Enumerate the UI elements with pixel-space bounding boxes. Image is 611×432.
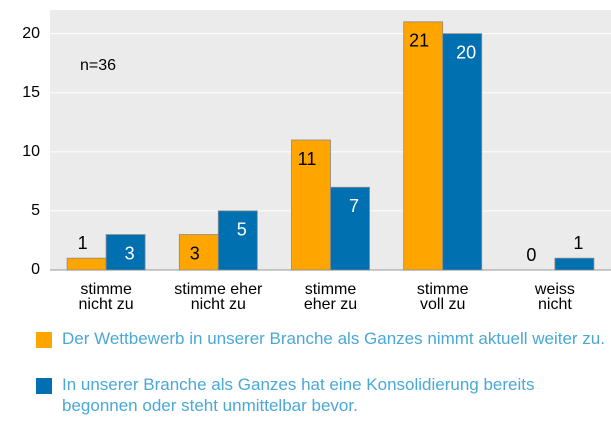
data-label: 20 bbox=[456, 42, 476, 62]
data-label: 5 bbox=[237, 220, 247, 240]
data-label: 1 bbox=[78, 233, 88, 253]
legend-swatch bbox=[36, 332, 52, 348]
x-tick-line: nicht zu bbox=[79, 296, 134, 313]
data-label: 0 bbox=[526, 245, 536, 265]
y-tick-label: 20 bbox=[22, 25, 40, 42]
y-tick-label: 15 bbox=[22, 84, 40, 101]
x-tick-line: nicht zu bbox=[191, 296, 246, 313]
legend-swatch bbox=[36, 378, 52, 394]
x-tick-label: weiss nicht bbox=[534, 281, 575, 313]
x-tick-line: eher zu bbox=[304, 296, 357, 313]
bar bbox=[66, 257, 107, 271]
y-tick-label: 5 bbox=[31, 202, 40, 219]
x-tick-line: nicht bbox=[538, 296, 572, 313]
x-tick-label: stimme nicht zu bbox=[79, 281, 134, 313]
x-tick-label: stimme voll zu bbox=[417, 281, 469, 313]
bar bbox=[554, 257, 595, 271]
bar bbox=[442, 33, 483, 271]
bar bbox=[105, 234, 146, 271]
x-tick-line: weiss bbox=[534, 281, 575, 298]
y-tick-label: 0 bbox=[31, 261, 40, 278]
x-tick-line: stimme bbox=[305, 281, 357, 298]
data-label: 11 bbox=[298, 149, 317, 169]
y-tick-label: 10 bbox=[22, 143, 40, 160]
data-label: 1 bbox=[573, 233, 583, 253]
x-tick-label: stimme eher zu bbox=[304, 281, 357, 313]
legend-item: Der Wettbewerb in unserer Branche als Ga… bbox=[36, 328, 606, 349]
bar bbox=[330, 186, 370, 271]
legend-label: Der Wettbewerb in unserer Branche als Ga… bbox=[62, 329, 605, 348]
bar bbox=[217, 210, 258, 271]
x-tick-line: voll zu bbox=[420, 296, 465, 313]
data-label: 3 bbox=[190, 243, 200, 263]
x-tick-line: stimme eher bbox=[174, 281, 263, 298]
data-label: 21 bbox=[409, 31, 429, 51]
x-tick-label: stimme eher nicht zu bbox=[174, 281, 263, 313]
bar bbox=[403, 21, 444, 271]
x-tick-line: stimme bbox=[417, 281, 469, 298]
data-label: 7 bbox=[349, 196, 359, 216]
annotation: n=36 bbox=[80, 57, 116, 74]
x-tick-line: stimme bbox=[80, 281, 132, 298]
legend-label: In unserer Branche als Ganzes hat eine K… bbox=[62, 375, 535, 415]
data-label: 3 bbox=[125, 243, 135, 263]
legend-item: In unserer Branche als Ganzes hat eine K… bbox=[36, 374, 606, 416]
